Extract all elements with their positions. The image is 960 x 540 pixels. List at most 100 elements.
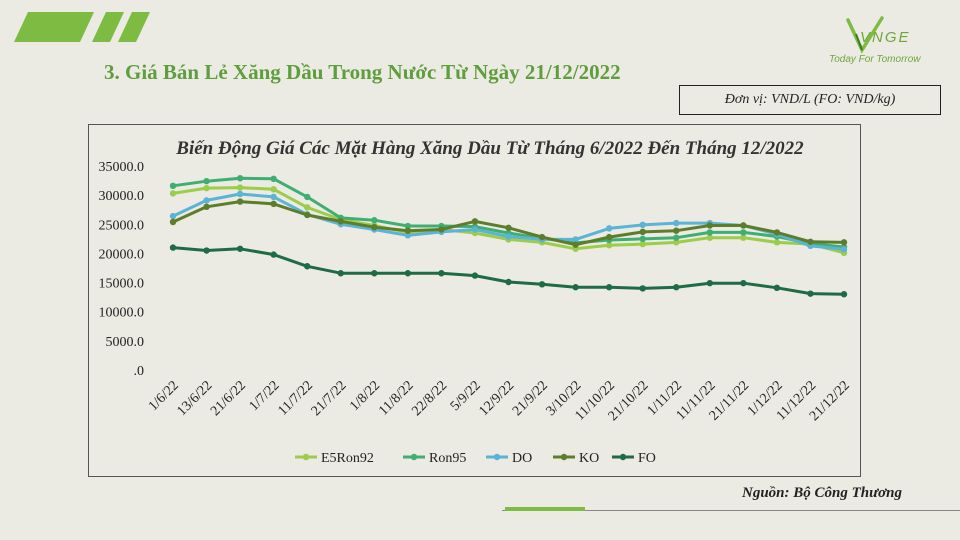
data-point-ko <box>706 222 713 229</box>
data-point-ko <box>404 227 412 234</box>
price-line-chart: Biến Động Giá Các Mặt Hàng Xăng Dầu Từ T… <box>99 138 853 466</box>
data-point-fo <box>773 284 781 292</box>
data-point-do <box>169 212 177 220</box>
data-point-ko <box>572 241 579 248</box>
data-point-ko <box>236 198 244 205</box>
data-point-fo <box>840 291 848 298</box>
data-point-fo <box>605 284 613 291</box>
data-point-ko <box>337 218 344 225</box>
y-tick-label: 25000.0 <box>99 218 145 233</box>
tagline: Today For Tomorrow <box>829 54 921 65</box>
vnge-logo-icon <box>846 16 884 54</box>
footer-divider <box>502 510 960 511</box>
chart-frame: Biến Động Giá Các Mặt Hàng Xăng Dầu Từ T… <box>88 124 861 477</box>
data-point-fo <box>203 247 210 254</box>
data-point-ron95 <box>639 235 646 243</box>
page-title: 3. Giá Bán Lẻ Xăng Dầu Trong Nước Từ Ngà… <box>104 60 621 84</box>
data-point-fo <box>337 270 344 277</box>
data-point-ko <box>169 218 177 226</box>
data-point-ko <box>538 233 546 241</box>
y-tick-label: 10000.0 <box>99 306 145 321</box>
data-point-ko <box>371 224 378 231</box>
x-axis-ticks: 1/6/2213/6/2221/6/221/7/2211/7/2221/7/22… <box>146 378 853 424</box>
data-point-fo <box>807 290 814 297</box>
data-point-e5ron92 <box>740 234 747 241</box>
data-point-ron95 <box>404 222 412 230</box>
data-point-fo <box>304 263 311 270</box>
data-point-ko <box>773 229 781 236</box>
data-point-fo <box>471 272 479 279</box>
legend-label-ron95: Ron95 <box>429 451 466 466</box>
x-tick-label: 12/9/22 <box>476 378 517 419</box>
decorative-stripes <box>14 12 150 42</box>
legend-label-fo: FO <box>638 451 656 466</box>
data-point-fo <box>572 284 579 291</box>
y-tick-label: 20000.0 <box>99 247 145 262</box>
data-point-ko <box>639 228 646 236</box>
chart-title: Biến Động Giá Các Mặt Hàng Xăng Dầu Từ T… <box>175 138 804 159</box>
series-group <box>169 175 848 298</box>
data-point-do <box>639 221 646 229</box>
legend-label-ko: KO <box>579 451 599 466</box>
data-point-fo <box>169 244 177 251</box>
y-tick-label: 35000.0 <box>99 160 145 175</box>
x-tick-label: 21/9/22 <box>510 378 551 419</box>
data-point-fo <box>404 270 412 277</box>
data-point-e5ron92 <box>304 204 311 211</box>
y-axis-ticks: .0 5000.0 10000.0 15000.0 20000.0 25000.0 3000… <box>99 160 145 379</box>
data-point-ko <box>673 227 680 234</box>
data-point-ron95 <box>740 229 747 236</box>
x-tick-label: 11/8/22 <box>376 378 416 418</box>
data-point-fo <box>740 279 747 287</box>
x-tick-label: 21/7/22 <box>309 378 350 419</box>
x-tick-label: 21/6/22 <box>208 378 249 419</box>
legend-marker-ron95 <box>410 453 418 461</box>
data-point-fo <box>673 284 680 291</box>
data-point-ron95 <box>270 175 277 183</box>
data-point-e5ron92 <box>639 240 646 248</box>
data-point-ron95 <box>371 217 378 224</box>
data-point-do <box>605 225 613 232</box>
data-point-do <box>505 233 512 240</box>
legend-marker-ko <box>560 453 568 461</box>
data-point-ko <box>605 233 613 241</box>
legend: E5Ron92 Ron95 DO KO FO <box>295 451 656 466</box>
data-point-fo <box>270 251 277 258</box>
data-point-do <box>404 232 412 239</box>
data-point-fo <box>505 278 512 286</box>
data-point-ron95 <box>673 234 680 241</box>
data-point-ko <box>471 218 479 225</box>
data-point-ko <box>270 200 277 208</box>
data-point-ko <box>740 222 747 229</box>
data-point-e5ron92 <box>605 242 613 249</box>
legend-label-do: DO <box>512 451 532 466</box>
unit-note: Đơn vị: VND/L (FO: VND/kg) <box>679 85 941 115</box>
x-tick-label: 11/7/22 <box>276 378 316 418</box>
data-point-e5ron92 <box>270 186 277 193</box>
data-point-fo <box>639 285 646 292</box>
data-point-e5ron92 <box>706 234 713 241</box>
data-point-fo <box>236 245 244 252</box>
data-point-ko <box>505 224 512 231</box>
data-point-ko <box>438 226 445 233</box>
data-point-do <box>673 219 680 227</box>
logo-text: VNGE <box>860 29 911 46</box>
y-tick-label: .0 <box>134 364 145 379</box>
data-point-e5ron92 <box>773 239 781 246</box>
data-point-e5ron92 <box>236 184 244 191</box>
footer-accent-bar <box>505 507 585 511</box>
data-point-e5ron92 <box>673 239 680 246</box>
data-point-ko <box>840 239 848 246</box>
data-point-ko <box>807 238 814 245</box>
y-tick-label: 5000.0 <box>106 335 145 350</box>
data-point-ron95 <box>203 177 210 185</box>
data-point-do <box>572 236 579 243</box>
data-point-e5ron92 <box>203 184 210 192</box>
legend-marker-do <box>493 453 501 461</box>
data-point-e5ron92 <box>169 190 177 197</box>
data-point-ron95 <box>706 229 713 236</box>
data-point-fo <box>706 279 713 287</box>
data-point-fo <box>538 281 546 288</box>
legend-marker-fo <box>619 453 627 461</box>
data-point-do <box>840 246 848 253</box>
